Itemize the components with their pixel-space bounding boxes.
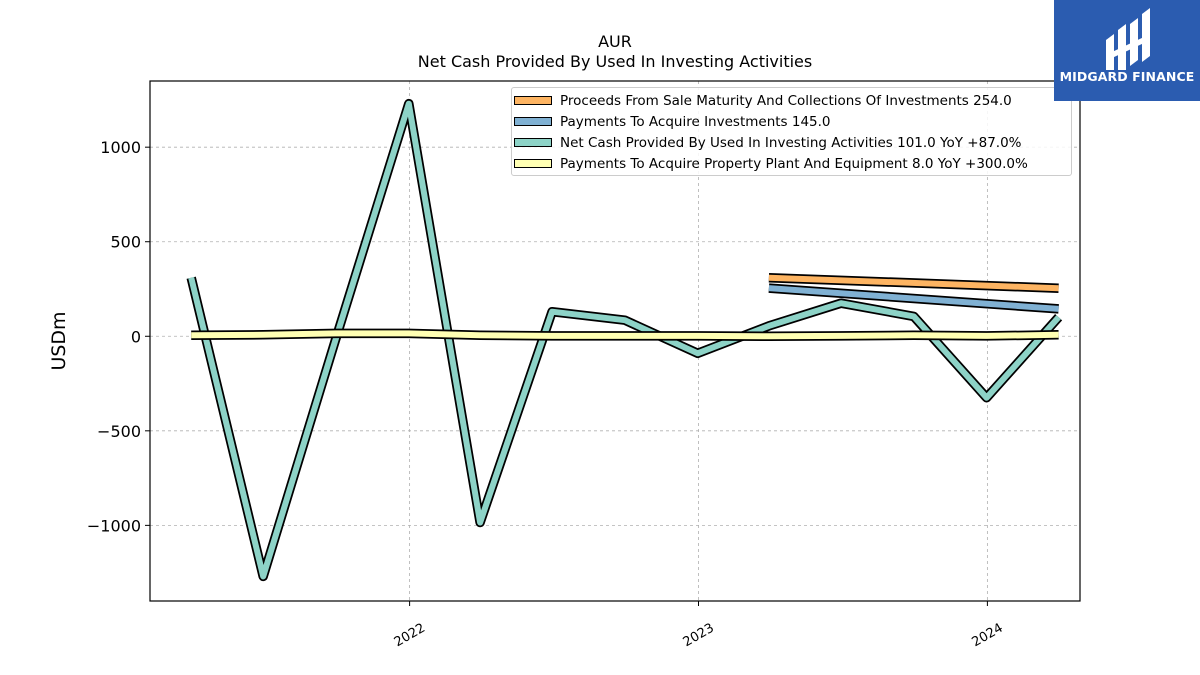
logo-text: MIDGARD FINANCE	[1059, 69, 1195, 84]
x-tick-label: 2022	[392, 621, 428, 651]
legend-label-payments-investments: Payments To Acquire Investments 145.0	[560, 113, 831, 130]
legend-label-proceeds: Proceeds From Sale Maturity And Collecti…	[560, 92, 1012, 109]
legend-swatch-payments-investments	[514, 117, 552, 126]
x-tick-label: 2023	[681, 621, 717, 651]
series-lines	[186, 98, 1063, 582]
legend-item-proceeds: Proceeds From Sale Maturity And Collecti…	[512, 90, 1012, 111]
y-tick-label: 500	[110, 233, 141, 252]
axis-ticks: 1000 500 0 −500 −1000 2022 2023 2024	[87, 138, 1006, 650]
plot-frame	[149, 80, 1081, 602]
series-line	[191, 330, 1059, 340]
legend-swatch-ppe	[514, 159, 552, 168]
y-tick-label: 1000	[100, 138, 141, 157]
y-tick-label: −1000	[87, 516, 141, 535]
legend-item-payments-investments: Payments To Acquire Investments 145.0	[512, 111, 831, 132]
series-3-group	[191, 328, 1059, 342]
chart-subtitle: Net Cash Provided By Used In Investing A…	[417, 52, 813, 71]
logo-mark-icon	[1106, 8, 1150, 70]
x-tick-label: 2024	[970, 621, 1006, 651]
legend-item-net-cash: Net Cash Provided By Used In Investing A…	[512, 132, 1022, 153]
legend-label-ppe: Payments To Acquire Property Plant And E…	[560, 155, 1028, 172]
y-tick-label: 0	[131, 327, 141, 346]
legend-swatch-net-cash	[514, 138, 552, 147]
series-line	[768, 274, 1059, 292]
series-line	[188, 100, 1061, 580]
series-0-group	[768, 272, 1059, 293]
chart-title: AUR	[598, 32, 632, 51]
chart-legend: Proceeds From Sale Maturity And Collecti…	[511, 87, 1072, 176]
y-tick-label: −500	[97, 422, 141, 441]
series-line	[768, 285, 1059, 312]
y-axis-label: USDm	[48, 311, 70, 370]
series-1-group	[768, 283, 1059, 314]
legend-item-ppe: Payments To Acquire Property Plant And E…	[512, 153, 1028, 174]
series-2-group	[186, 98, 1063, 582]
legend-label-net-cash: Net Cash Provided By Used In Investing A…	[560, 134, 1022, 151]
legend-swatch-proceeds	[514, 96, 552, 105]
brand-logo: MIDGARD FINANCE	[1054, 0, 1200, 101]
